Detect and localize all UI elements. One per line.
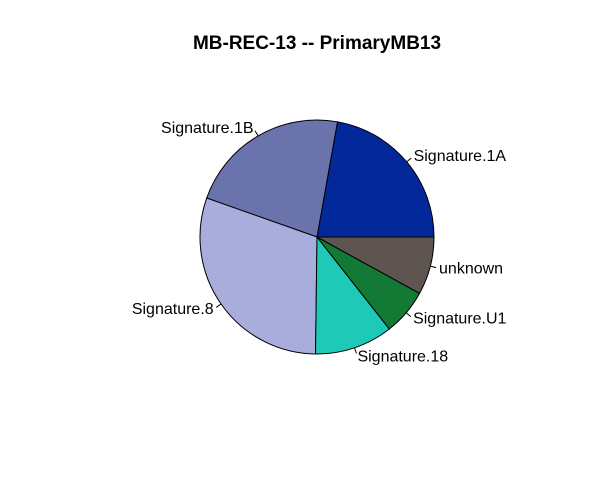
- pie-label-tick-signature-1a: [406, 157, 412, 163]
- pie-label-tick-unknown: [430, 265, 437, 269]
- pie-label-tick-signature-u1: [405, 312, 412, 317]
- pie-label-tick-signature-18: [354, 347, 357, 354]
- pie-label-tick-signature-8: [215, 303, 222, 308]
- pie-slice-signature-8: [199, 197, 318, 355]
- pie-slice-signature-1b: [206, 119, 339, 238]
- pie-slice-signature-1a: [316, 121, 435, 238]
- chart-title: MB-REC-13 -- PrimaryMB13: [193, 33, 441, 54]
- pie-label-unknown: unknown: [439, 260, 503, 277]
- pie-label-signature-18: Signature.18: [357, 348, 448, 365]
- pie-label-signature-1a: Signature.1A: [414, 148, 507, 165]
- pie-slice-unknown: [316, 236, 435, 295]
- pie-labels: Signature.1A Signature.1B Signature.8 Signa…: [132, 120, 507, 365]
- pie-slice-signature-18: [315, 235, 390, 355]
- pie-label-signature-u1: Signature.U1: [413, 311, 506, 328]
- pie-label-signature-8: Signature.8: [132, 301, 214, 318]
- pie-label-tick-signature-1b: [254, 130, 259, 137]
- pie-label-signature-1b: Signature.1B: [161, 120, 254, 137]
- pie-slices: [199, 119, 435, 355]
